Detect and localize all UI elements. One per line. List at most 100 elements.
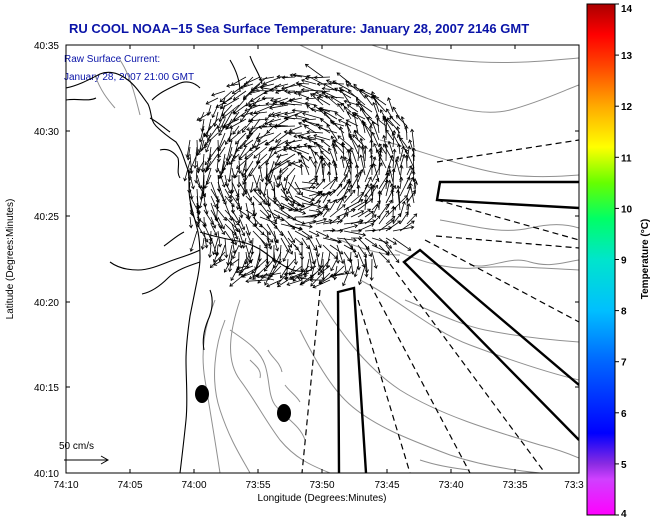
current-vector-head bbox=[349, 183, 354, 188]
current-vector bbox=[378, 237, 392, 249]
current-vector bbox=[371, 215, 381, 225]
current-vector bbox=[301, 79, 317, 85]
current-vector bbox=[350, 172, 361, 190]
current-vector-head bbox=[232, 255, 236, 260]
current-vector bbox=[235, 132, 247, 145]
current-vector bbox=[200, 181, 205, 200]
current-vector bbox=[287, 188, 295, 204]
current-vector-head bbox=[249, 111, 254, 116]
current-vector-head bbox=[392, 184, 396, 189]
current-vector-head bbox=[395, 155, 400, 160]
current-vector bbox=[307, 75, 324, 85]
current-vector bbox=[399, 177, 402, 190]
current-vector bbox=[286, 174, 296, 195]
current-vector-head bbox=[212, 251, 217, 256]
current-vector bbox=[199, 111, 205, 122]
current-vector bbox=[282, 76, 296, 79]
current-vector bbox=[209, 244, 212, 258]
current-vector bbox=[290, 272, 310, 279]
current-vector bbox=[287, 223, 302, 231]
current-vector-head bbox=[345, 121, 350, 126]
current-vector-head bbox=[359, 88, 364, 93]
current-vector bbox=[337, 135, 352, 148]
current-vector bbox=[345, 80, 359, 92]
current-vector bbox=[250, 111, 268, 115]
current-vector-head bbox=[410, 220, 415, 225]
current-vector-head bbox=[389, 183, 395, 187]
current-vector-head bbox=[406, 145, 412, 150]
current-vector-head bbox=[238, 206, 242, 210]
current-vector bbox=[363, 122, 373, 141]
current-vector bbox=[254, 174, 261, 192]
current-vector bbox=[224, 223, 237, 236]
y-tick-labels: 40:35 40:30 40:25 40:20 40:15 40:10 bbox=[34, 41, 59, 480]
current-vector-head bbox=[218, 175, 222, 180]
current-vector-head bbox=[408, 182, 413, 187]
current-vector bbox=[186, 139, 191, 158]
current-vector-head bbox=[283, 187, 288, 192]
current-vector bbox=[406, 146, 410, 162]
current-vector-head bbox=[302, 210, 307, 215]
current-vector-head bbox=[264, 182, 269, 187]
current-vector-head bbox=[287, 131, 292, 136]
current-vector bbox=[346, 84, 366, 92]
current-vector-head bbox=[288, 244, 293, 248]
current-vector-head bbox=[198, 204, 203, 209]
current-vector-head bbox=[222, 123, 227, 128]
current-vector-head bbox=[276, 74, 281, 79]
current-vector bbox=[367, 117, 380, 127]
current-vector-head bbox=[316, 96, 321, 101]
current-vector bbox=[210, 209, 223, 229]
current-vector bbox=[238, 209, 250, 218]
current-vector-head bbox=[275, 113, 280, 118]
current-vector bbox=[287, 244, 293, 255]
current-vector-head bbox=[284, 140, 289, 145]
current-vector bbox=[322, 91, 338, 106]
current-vector bbox=[329, 237, 341, 243]
current-vector bbox=[399, 220, 415, 232]
current-vector bbox=[287, 230, 295, 243]
current-vector bbox=[376, 114, 380, 134]
current-vector bbox=[252, 132, 261, 148]
current-vector-head bbox=[234, 174, 239, 179]
current-vector-head bbox=[267, 231, 271, 236]
current-vector-head bbox=[238, 244, 243, 249]
current-vector bbox=[385, 244, 400, 263]
current-vector-head bbox=[203, 133, 208, 138]
current-vector bbox=[232, 97, 247, 114]
current-vector-head bbox=[374, 184, 379, 189]
current-vector-head bbox=[371, 131, 376, 136]
current-vector bbox=[259, 195, 267, 205]
current-vector bbox=[309, 145, 317, 162]
current-vector-head bbox=[213, 232, 218, 237]
current-vector-head bbox=[399, 164, 404, 169]
current-vector bbox=[342, 265, 352, 286]
current-vector-head bbox=[343, 99, 348, 104]
current-vector bbox=[245, 76, 261, 85]
current-vector-head bbox=[394, 158, 399, 163]
current-vector bbox=[215, 97, 233, 108]
current-vector bbox=[392, 130, 395, 148]
current-vector-head bbox=[322, 83, 327, 87]
current-vector bbox=[372, 132, 380, 148]
current-vector bbox=[392, 106, 401, 120]
current-vector bbox=[357, 185, 360, 197]
current-vector-head bbox=[251, 88, 256, 93]
current-vector bbox=[204, 146, 219, 165]
current-vector-head bbox=[328, 81, 333, 86]
current-vector bbox=[392, 213, 402, 225]
current-vector bbox=[318, 108, 338, 113]
current-vector-head bbox=[367, 208, 372, 213]
current-vector-head bbox=[236, 228, 241, 233]
current-vector bbox=[282, 251, 289, 262]
current-vector bbox=[310, 272, 324, 287]
scale-arrow bbox=[64, 455, 110, 465]
current-vector-head bbox=[235, 193, 240, 198]
current-vector bbox=[273, 223, 283, 236]
current-vector-head bbox=[362, 232, 367, 237]
current-vector bbox=[210, 195, 217, 208]
current-vector bbox=[194, 146, 198, 169]
current-vector bbox=[220, 153, 226, 175]
current-vector-head bbox=[319, 264, 324, 269]
current-vector-head bbox=[346, 111, 351, 116]
